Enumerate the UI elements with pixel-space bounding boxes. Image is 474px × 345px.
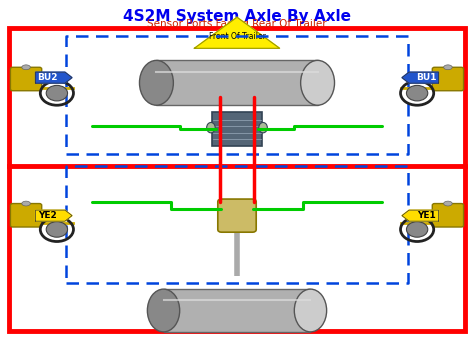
Text: 4S2M System Axle By Axle: 4S2M System Axle By Axle <box>123 9 351 23</box>
Ellipse shape <box>46 221 67 237</box>
Ellipse shape <box>46 85 67 101</box>
FancyBboxPatch shape <box>164 289 310 332</box>
FancyBboxPatch shape <box>432 67 464 91</box>
FancyBboxPatch shape <box>218 199 256 232</box>
FancyBboxPatch shape <box>10 204 42 227</box>
Text: BU1: BU1 <box>416 73 437 82</box>
FancyBboxPatch shape <box>10 67 42 91</box>
Polygon shape <box>36 72 72 83</box>
Polygon shape <box>402 72 438 83</box>
Polygon shape <box>194 17 280 48</box>
Text: Sensor Ports Facing Rear Of Trailer: Sensor Ports Facing Rear Of Trailer <box>147 19 327 29</box>
Text: YE2: YE2 <box>38 211 57 220</box>
Ellipse shape <box>22 201 30 206</box>
Text: YE1: YE1 <box>417 211 436 220</box>
FancyBboxPatch shape <box>212 112 262 146</box>
Ellipse shape <box>139 60 173 105</box>
Ellipse shape <box>147 289 180 332</box>
Ellipse shape <box>22 65 30 70</box>
Ellipse shape <box>406 85 428 101</box>
Polygon shape <box>402 210 438 221</box>
Ellipse shape <box>301 60 335 105</box>
FancyBboxPatch shape <box>432 204 464 227</box>
Ellipse shape <box>406 221 428 237</box>
Polygon shape <box>36 210 72 221</box>
FancyBboxPatch shape <box>156 60 318 105</box>
Ellipse shape <box>259 122 267 133</box>
Ellipse shape <box>207 122 215 133</box>
Ellipse shape <box>444 65 452 70</box>
Text: Front Of Trailer: Front Of Trailer <box>209 32 265 41</box>
Ellipse shape <box>294 289 327 332</box>
Ellipse shape <box>444 201 452 206</box>
Text: BU2: BU2 <box>37 73 58 82</box>
